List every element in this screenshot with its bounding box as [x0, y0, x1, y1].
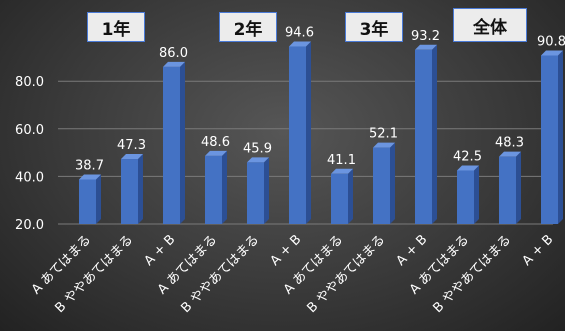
bar-side: [264, 157, 269, 224]
bar-side: [348, 168, 353, 224]
group-label-all: 全体: [453, 8, 527, 42]
x-tick-label: B ややあてはまる: [431, 232, 515, 316]
data-label: 52.1: [369, 127, 398, 142]
bar-top: [541, 50, 563, 56]
bar: [415, 49, 432, 225]
bar: [457, 170, 474, 224]
x-tick-label: A + B: [268, 232, 305, 269]
bar-side: [474, 165, 479, 224]
data-label: 42.5: [453, 149, 482, 164]
bar: [163, 66, 180, 224]
y-tick-label: 80.0: [15, 75, 44, 90]
bar-side: [222, 150, 227, 224]
data-label: 94.6: [285, 25, 314, 40]
bar-side: [96, 174, 101, 224]
x-tick-label: A + B: [520, 232, 557, 269]
data-label: 41.1: [327, 153, 356, 168]
bar: [331, 173, 348, 224]
bar-top: [373, 142, 395, 148]
bar: [121, 159, 138, 224]
data-label: 93.2: [411, 29, 440, 44]
bar-side: [390, 142, 395, 224]
bar: [247, 162, 264, 224]
bar: [79, 179, 96, 224]
bar-top: [415, 44, 437, 50]
bar-top: [121, 154, 143, 160]
bar: [205, 155, 222, 224]
data-label: 86.0: [159, 46, 188, 61]
x-tick-label: A + B: [142, 232, 179, 269]
x-tick-label: A + B: [394, 232, 431, 269]
group-label-3: 3年: [345, 12, 403, 42]
bar-top: [205, 150, 227, 156]
bar-top: [499, 151, 521, 157]
bar: [289, 46, 306, 225]
bar-side: [558, 50, 563, 224]
bar: [373, 147, 390, 224]
bar-top: [163, 61, 185, 67]
bar-side: [306, 41, 311, 225]
y-tick-label: 20.0: [15, 218, 44, 233]
group-label-1: 1年: [87, 12, 145, 42]
data-label: 48.6: [201, 135, 230, 150]
bar-side: [516, 151, 521, 224]
bar-top: [79, 174, 101, 180]
data-label: 47.3: [117, 138, 146, 153]
bar-side: [432, 44, 437, 225]
data-label: 38.7: [75, 158, 104, 173]
x-tick-label: B ややあてはまる: [305, 232, 389, 316]
bar: [499, 156, 516, 224]
bar-top: [457, 165, 479, 171]
x-tick-label: B ややあてはまる: [179, 232, 263, 316]
bar: [541, 55, 558, 224]
bar-side: [180, 61, 185, 224]
data-label: 48.3: [495, 136, 524, 151]
bar-top: [331, 168, 353, 174]
data-label: 90.8: [537, 34, 565, 49]
data-label: 45.9: [243, 141, 272, 156]
x-tick-label: B ややあてはまる: [53, 232, 137, 316]
bar-side: [138, 154, 143, 224]
bar-top: [289, 41, 311, 47]
y-tick-label: 40.0: [15, 170, 44, 185]
bar-top: [247, 157, 269, 163]
group-label-2: 2年: [219, 12, 277, 42]
y-tick-label: 60.0: [15, 123, 44, 138]
